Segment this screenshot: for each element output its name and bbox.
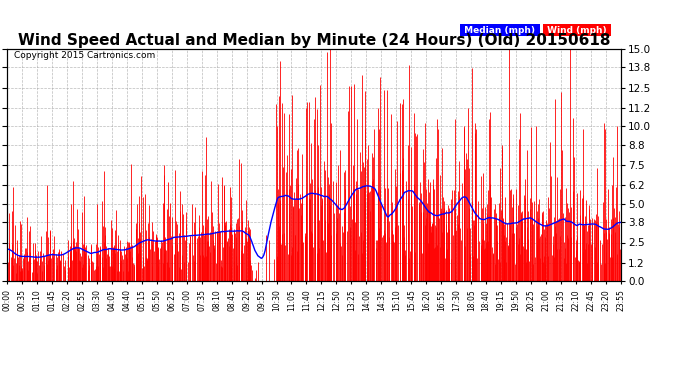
Text: Wind (mph): Wind (mph) xyxy=(544,26,610,35)
Title: Wind Speed Actual and Median by Minute (24 Hours) (Old) 20150618: Wind Speed Actual and Median by Minute (… xyxy=(18,33,610,48)
Text: Median (mph): Median (mph) xyxy=(462,26,538,35)
Text: Copyright 2015 Cartronics.com: Copyright 2015 Cartronics.com xyxy=(14,51,155,60)
